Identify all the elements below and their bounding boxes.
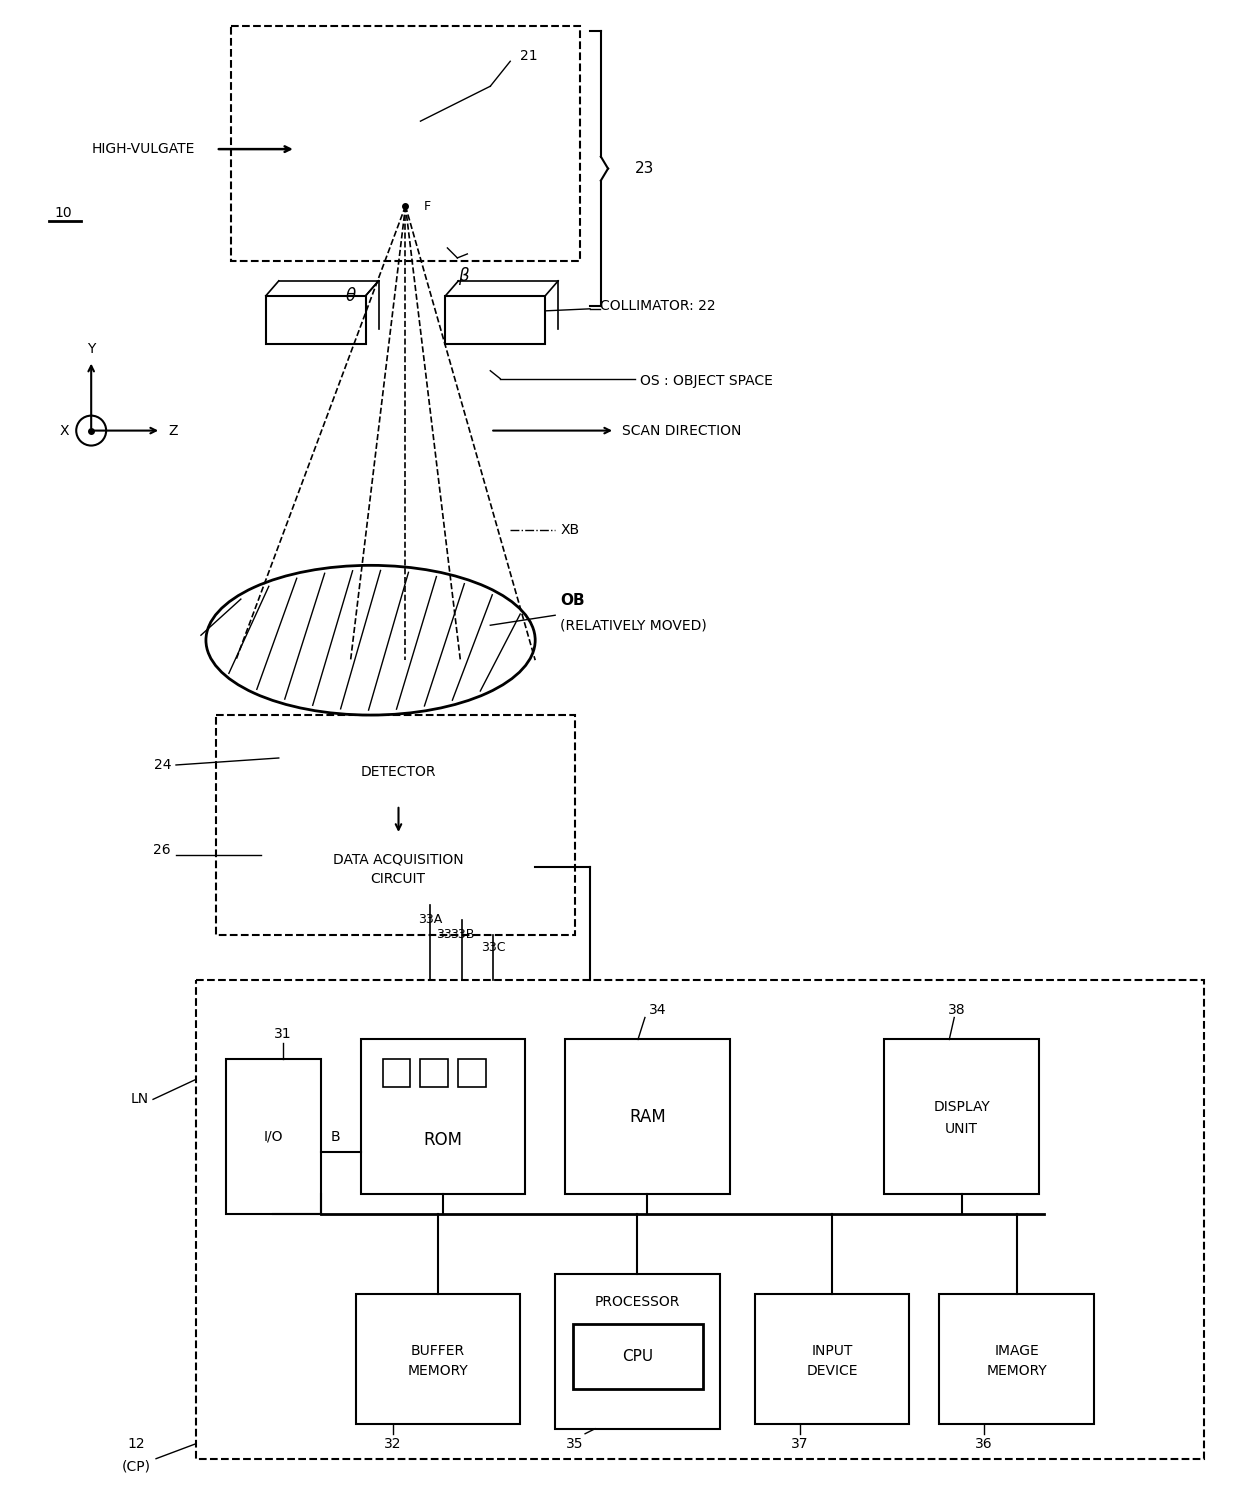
FancyBboxPatch shape: [361, 1039, 526, 1194]
FancyBboxPatch shape: [459, 1059, 486, 1087]
Text: I/O: I/O: [264, 1130, 283, 1145]
Text: Z: Z: [169, 424, 177, 437]
Text: IMAGE: IMAGE: [994, 1344, 1039, 1358]
Text: OS : OBJECT SPACE: OS : OBJECT SPACE: [640, 374, 773, 388]
Text: 21: 21: [521, 50, 538, 63]
Text: LN: LN: [131, 1092, 149, 1107]
FancyBboxPatch shape: [755, 1295, 909, 1424]
Text: 33C: 33C: [481, 942, 506, 954]
Text: 35: 35: [567, 1437, 584, 1451]
FancyBboxPatch shape: [279, 740, 518, 805]
FancyBboxPatch shape: [884, 1039, 1039, 1194]
FancyBboxPatch shape: [573, 1323, 703, 1389]
Text: MEMORY: MEMORY: [986, 1364, 1047, 1377]
Text: Y: Y: [87, 342, 95, 356]
Text: (CP): (CP): [122, 1460, 150, 1473]
FancyBboxPatch shape: [226, 1059, 321, 1214]
Text: 24: 24: [154, 759, 171, 772]
Text: (RELATIVELY MOVED): (RELATIVELY MOVED): [560, 619, 707, 632]
Text: 33A: 33A: [418, 913, 443, 927]
FancyBboxPatch shape: [382, 1059, 410, 1087]
Text: UNIT: UNIT: [945, 1122, 978, 1136]
FancyBboxPatch shape: [565, 1039, 730, 1194]
Text: RAM: RAM: [629, 1108, 666, 1126]
FancyBboxPatch shape: [260, 829, 536, 904]
Text: 36: 36: [976, 1437, 993, 1451]
Text: CIRCUIT: CIRCUIT: [371, 873, 425, 886]
Text: X: X: [60, 424, 69, 437]
Text: θ: θ: [346, 287, 356, 305]
FancyBboxPatch shape: [556, 1274, 719, 1428]
Text: MEMORY: MEMORY: [408, 1364, 469, 1377]
Text: 10: 10: [55, 206, 72, 219]
FancyBboxPatch shape: [939, 1295, 1094, 1424]
Text: F: F: [423, 200, 430, 212]
Text: COLLIMATOR: 22: COLLIMATOR: 22: [600, 299, 715, 312]
Text: ROM: ROM: [423, 1131, 463, 1149]
Text: 33B: 33B: [450, 928, 475, 942]
Text: DATA ACQUISITION: DATA ACQUISITION: [332, 852, 464, 867]
FancyBboxPatch shape: [216, 715, 575, 934]
Text: SCAN DIRECTION: SCAN DIRECTION: [622, 424, 742, 437]
FancyBboxPatch shape: [196, 979, 1204, 1458]
FancyBboxPatch shape: [445, 296, 546, 344]
Text: DISPLAY: DISPLAY: [934, 1099, 990, 1114]
FancyBboxPatch shape: [265, 296, 366, 344]
Text: DEVICE: DEVICE: [806, 1364, 858, 1377]
Text: 31: 31: [274, 1027, 291, 1041]
Text: 38: 38: [949, 1002, 966, 1017]
Text: XB: XB: [560, 523, 579, 538]
Text: CPU: CPU: [622, 1349, 653, 1364]
Text: 23: 23: [635, 161, 655, 176]
Text: 37: 37: [791, 1437, 808, 1451]
Text: 26: 26: [154, 843, 171, 856]
Text: 34: 34: [650, 1002, 667, 1017]
Text: PROCESSOR: PROCESSOR: [595, 1295, 681, 1308]
FancyBboxPatch shape: [231, 27, 580, 261]
Text: BUFFER: BUFFER: [410, 1344, 465, 1358]
Text: 32: 32: [383, 1437, 402, 1451]
Text: INPUT: INPUT: [811, 1344, 853, 1358]
Text: DETECTOR: DETECTOR: [361, 766, 436, 780]
Text: HIGH-VULGATE: HIGH-VULGATE: [92, 143, 195, 156]
Text: β: β: [458, 267, 469, 285]
Text: 12: 12: [128, 1437, 145, 1451]
Text: 33: 33: [436, 928, 453, 942]
Text: B: B: [331, 1131, 341, 1145]
FancyBboxPatch shape: [420, 1059, 449, 1087]
FancyBboxPatch shape: [356, 1295, 521, 1424]
Text: OB: OB: [560, 593, 585, 608]
